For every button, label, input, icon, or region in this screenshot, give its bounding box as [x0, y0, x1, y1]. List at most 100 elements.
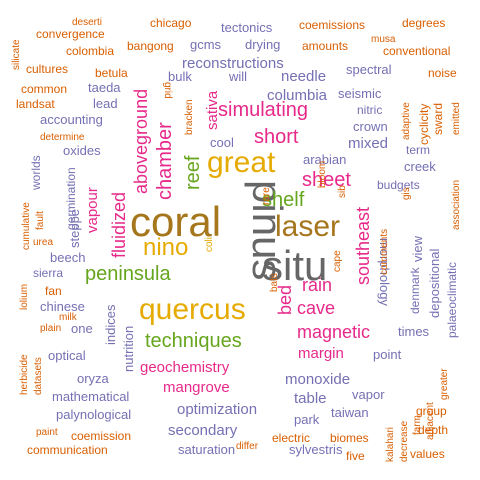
word-laser: laser: [275, 210, 341, 243]
word-reef: reef: [182, 155, 204, 190]
word-conventional: conventional: [383, 44, 451, 58]
word-bats: bats: [269, 273, 280, 292]
word-cool: cool: [210, 135, 234, 150]
word-grid: grid: [162, 82, 173, 99]
word-secondary: secondary: [168, 422, 238, 439]
word-aboveground: aboveground: [131, 88, 151, 194]
word-depositional: depositional: [427, 248, 442, 318]
word-drying: drying: [245, 37, 281, 52]
word-shelf: shelf: [262, 189, 305, 211]
word-comments: comments: [379, 228, 390, 275]
word-greater: greater: [439, 368, 450, 400]
word-lolium: lolium: [19, 283, 30, 310]
word-short: short: [254, 126, 299, 148]
word-rare: rare: [261, 187, 272, 205]
word-vapour: vapour: [84, 187, 101, 233]
word-mangrove: mangrove: [163, 379, 230, 396]
word-chamber: chamber: [154, 122, 176, 200]
word-situ: situ: [262, 242, 328, 289]
word-coli: coli: [204, 236, 215, 252]
word-germination: germination: [64, 167, 78, 230]
word-cape: cape: [332, 250, 343, 272]
word-convergence: convergence: [36, 27, 105, 41]
word-palaeoclimatic: palaeoclimatic: [445, 261, 459, 338]
word-paint: paint: [36, 427, 58, 438]
word-optimization: optimization: [177, 401, 258, 418]
word-palynological: palynological: [56, 407, 132, 422]
word-sylvestris: sylvestris: [289, 442, 343, 457]
word-magnetic: magnetic: [297, 322, 371, 342]
word-margin: margin: [298, 345, 344, 362]
word-term: term: [406, 143, 430, 157]
word-saturation: saturation: [178, 442, 236, 457]
word-common: common: [21, 82, 68, 96]
word-biomes: biomes: [330, 431, 369, 445]
word-gis: gis: [401, 187, 412, 200]
word-vapor: vapor: [352, 387, 385, 402]
word-degrees: degrees: [402, 16, 446, 30]
word-bangong: bangong: [127, 39, 174, 53]
word-five: five: [346, 449, 365, 463]
word-urea: urea: [33, 237, 54, 248]
word-mathematical: mathematical: [52, 389, 130, 404]
word-betula: betula: [95, 66, 128, 80]
word-group: group: [416, 404, 447, 418]
word-creek: creek: [404, 159, 436, 174]
word-depth: depth: [418, 423, 449, 437]
word-herbicide: herbicide: [19, 354, 30, 395]
word-amounts: amounts: [302, 39, 349, 53]
word-cyclicity: cyclicity: [417, 103, 431, 145]
word-optical: optical: [48, 348, 86, 363]
word-oxides: oxides: [63, 143, 101, 158]
word-denmark: denmark: [408, 267, 422, 314]
word-bracken: bracken: [184, 99, 195, 135]
word-plain: plain: [40, 323, 62, 334]
word-crown: crown: [353, 119, 388, 134]
word-decrease: decrease: [399, 420, 410, 462]
word-table: table: [294, 390, 327, 407]
word-coemission: coemission: [71, 429, 132, 443]
word-kalahari: kalahari: [385, 426, 396, 462]
word-determine: determine: [40, 132, 85, 143]
word-columbia: columbia: [267, 87, 328, 104]
word-association: association: [451, 179, 462, 230]
word-tectonics: tectonics: [221, 20, 273, 35]
word-lead: lead: [93, 96, 118, 111]
word-rain: rain: [302, 275, 333, 295]
word-silicate: silicate: [11, 39, 22, 70]
word-bulk: bulk: [168, 69, 192, 84]
word-great: great: [207, 146, 276, 179]
word-park: park: [294, 412, 320, 427]
word-nitric: nitric: [357, 103, 383, 117]
word-landsat: landsat: [16, 97, 55, 111]
word-fluidized: fluidized: [109, 191, 129, 258]
word-gcms: gcms: [190, 37, 222, 52]
word-nino: nino: [143, 234, 189, 261]
word-view: view: [410, 235, 425, 262]
word-communication: communication: [27, 443, 108, 457]
word-datasets: datasets: [33, 357, 44, 395]
word-electric: electric: [272, 431, 311, 445]
word-cultures: cultures: [26, 62, 69, 76]
word-mixed: mixed: [348, 135, 389, 152]
word-one: one: [71, 321, 93, 336]
word-values: values: [410, 447, 445, 461]
word-adaptive: adaptive: [401, 102, 412, 140]
word-southeast: southeast: [353, 206, 373, 285]
word-oryza: oryza: [77, 371, 109, 386]
word-reconstructions: reconstructions: [182, 55, 284, 72]
word-taeda: taeda: [88, 80, 121, 95]
word-point: point: [373, 347, 402, 362]
word-colombia: colombia: [66, 44, 115, 58]
word-arabian: arabian: [303, 152, 347, 167]
word-deserti: deserti: [72, 17, 103, 28]
word-seismic: seismic: [338, 86, 382, 101]
word-techniques: techniques: [145, 330, 242, 352]
word-budgets: budgets: [377, 178, 420, 192]
word-sward: sward: [431, 102, 445, 135]
word-spectral: spectral: [346, 62, 392, 77]
word-worlds: worlds: [29, 155, 43, 190]
word-simulating: simulating: [218, 99, 309, 121]
word-indices: indices: [103, 304, 118, 345]
word-monoxide: monoxide: [285, 371, 351, 388]
